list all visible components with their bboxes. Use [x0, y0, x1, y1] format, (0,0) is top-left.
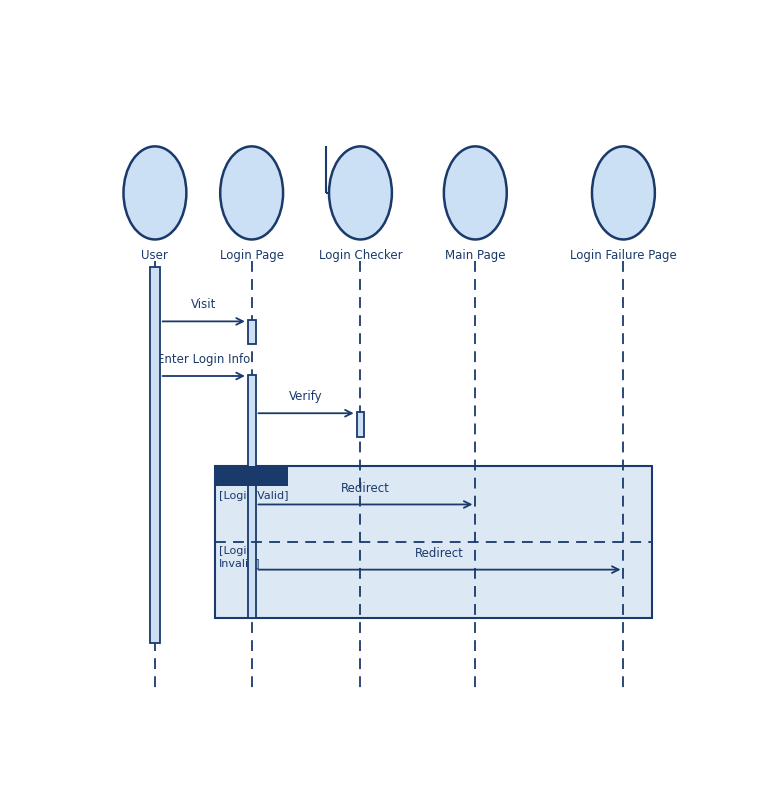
- Bar: [150, 268, 160, 643]
- Bar: [248, 375, 256, 618]
- Bar: [215, 466, 288, 487]
- Text: Visit: Visit: [191, 298, 216, 311]
- Text: [Login
Invalid]: [Login Invalid]: [219, 546, 261, 567]
- Text: [Login Valid]: [Login Valid]: [219, 492, 289, 501]
- Ellipse shape: [123, 147, 186, 239]
- Ellipse shape: [220, 147, 283, 239]
- Bar: [215, 466, 652, 618]
- Text: Login Failure Page: Login Failure Page: [570, 249, 677, 262]
- Text: Alternative: Alternative: [215, 470, 289, 483]
- Text: Redirect: Redirect: [415, 546, 464, 559]
- Text: Verify: Verify: [289, 390, 323, 403]
- Text: Redirect: Redirect: [341, 481, 390, 495]
- Text: Main Page: Main Page: [445, 249, 505, 262]
- Ellipse shape: [444, 147, 507, 239]
- Text: User: User: [141, 249, 168, 262]
- Ellipse shape: [592, 147, 655, 239]
- Ellipse shape: [329, 147, 392, 239]
- Text: Enter Login Info: Enter Login Info: [157, 353, 250, 366]
- Text: Login Page: Login Page: [220, 249, 284, 262]
- Text: Login Checker: Login Checker: [319, 249, 402, 262]
- Bar: [248, 320, 256, 343]
- Bar: [356, 412, 364, 437]
